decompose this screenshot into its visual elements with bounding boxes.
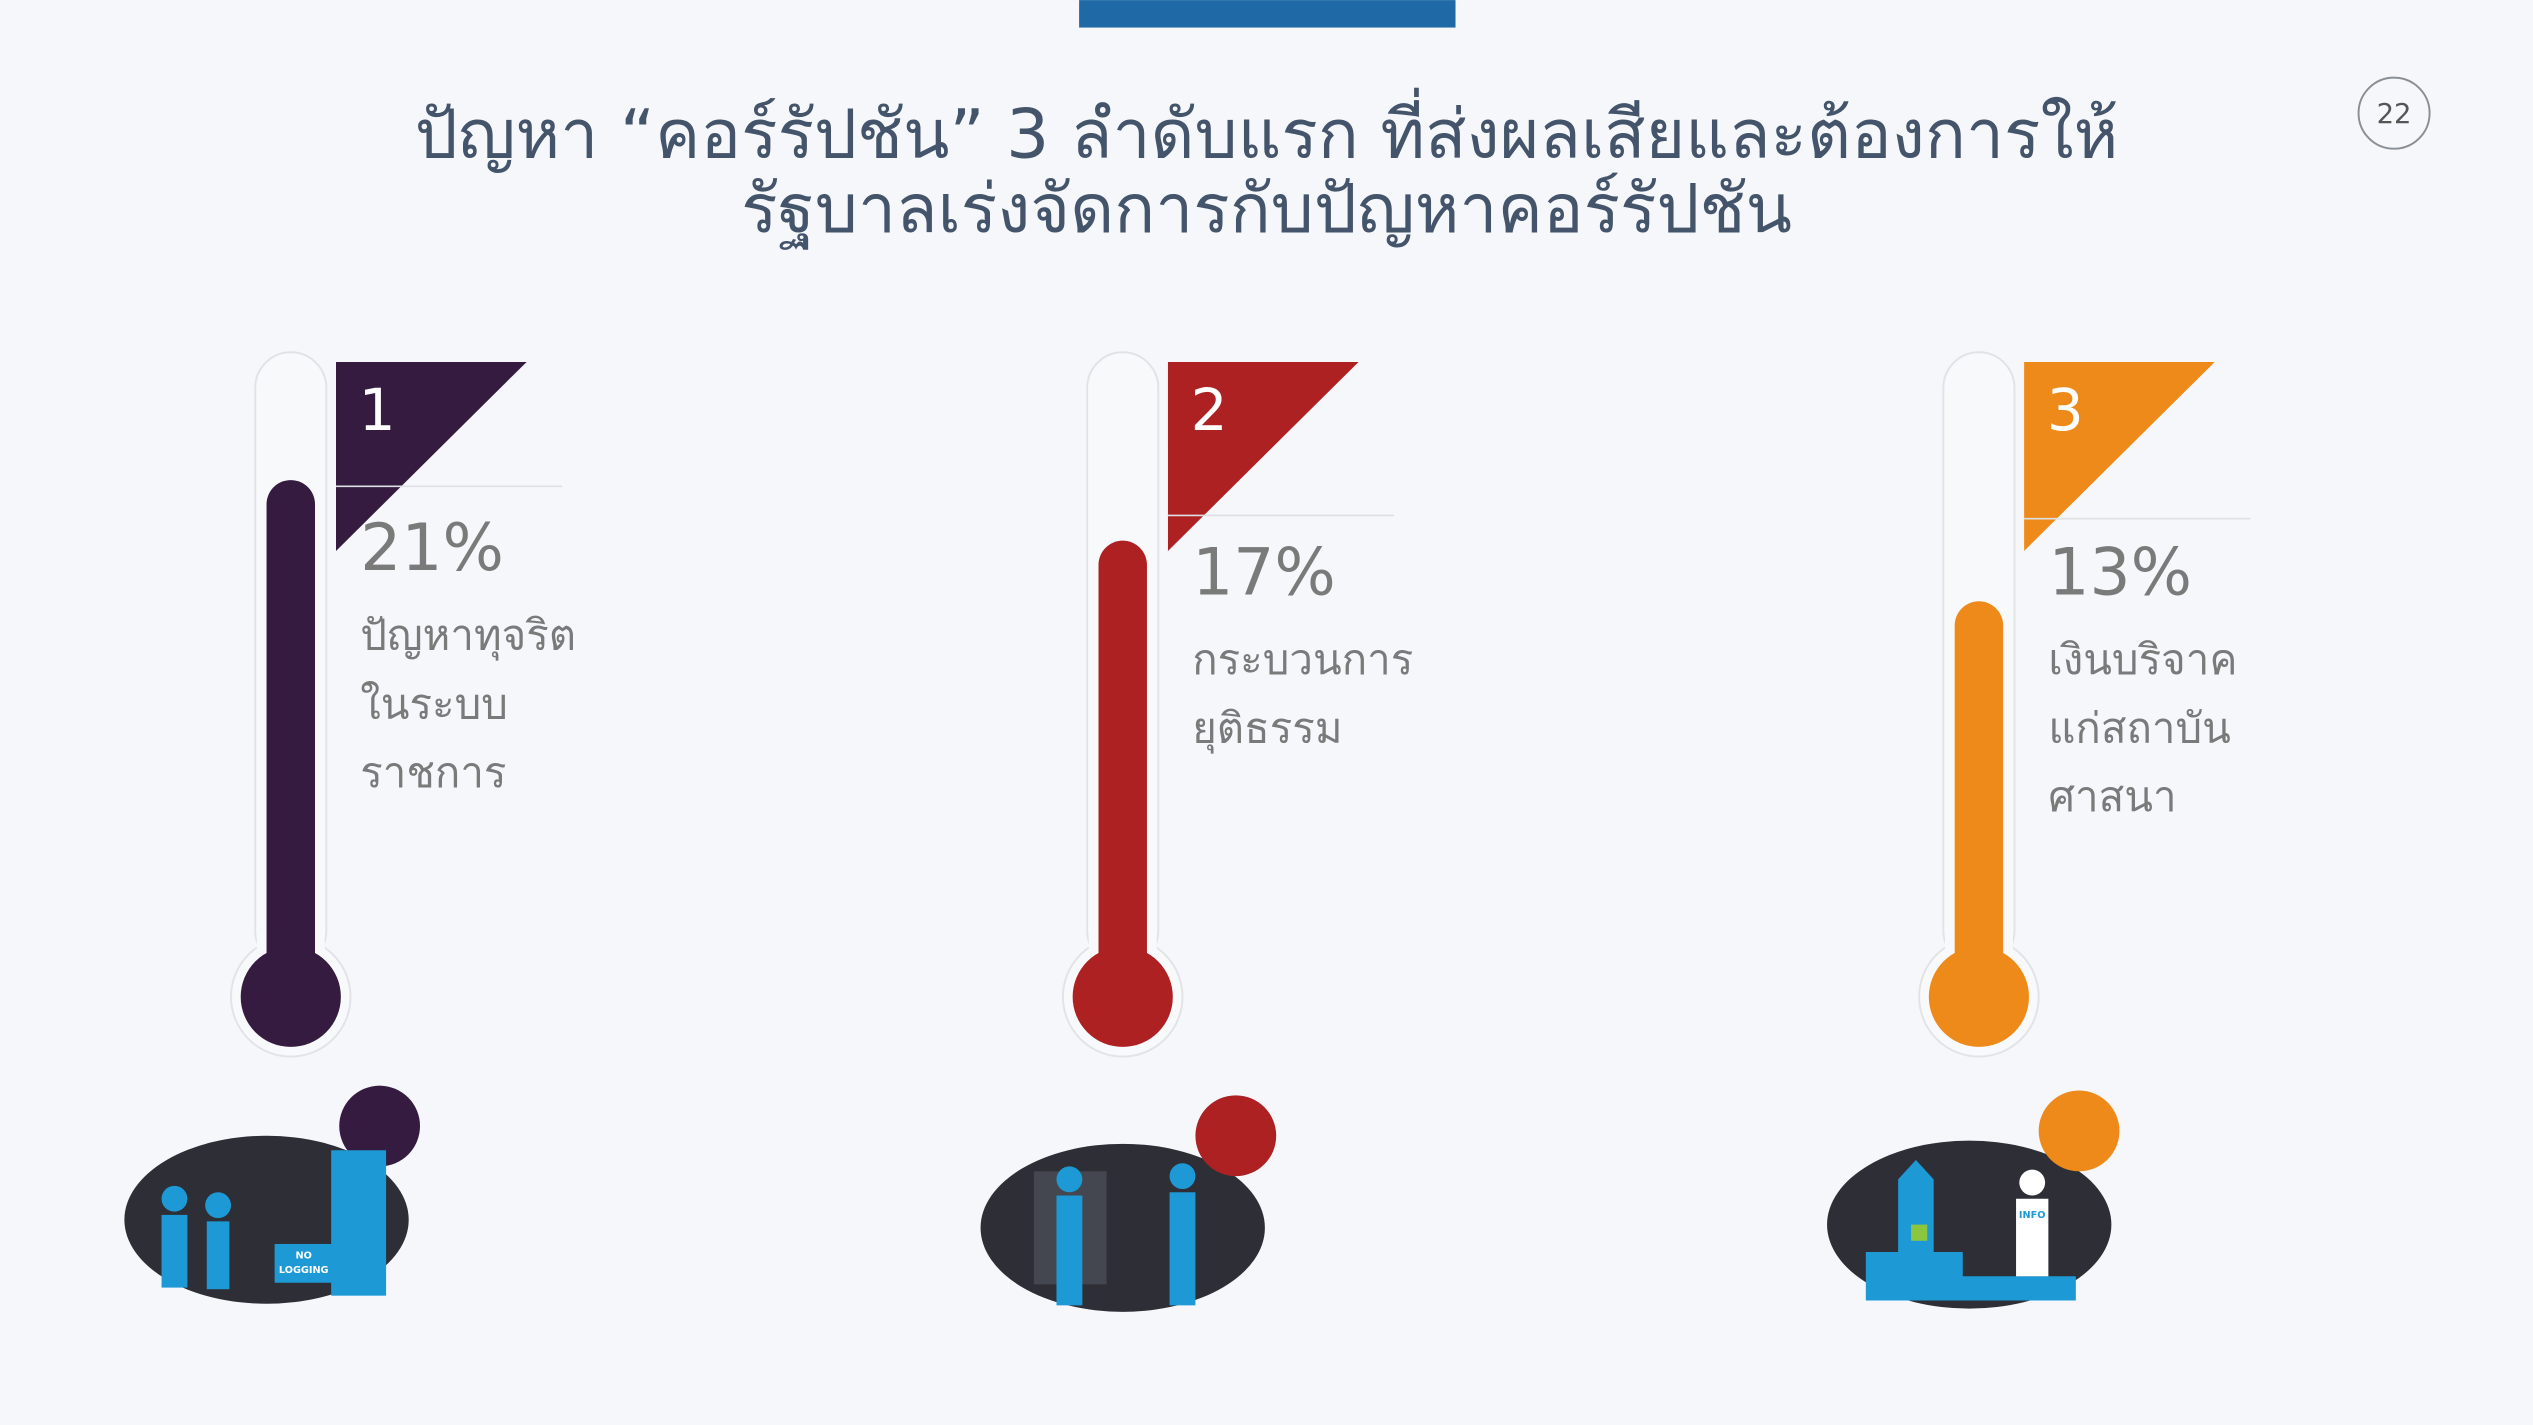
rank-number: 3: [2047, 376, 2084, 444]
sign-text: LOGGING: [279, 1265, 329, 1276]
category-label: กระบวนการ: [1192, 635, 1413, 684]
value-label: 13%: [2048, 535, 2192, 610]
rank-number: 1: [359, 376, 396, 444]
category-label: แก่สถาบัน: [2048, 704, 2231, 753]
category-label: ในระบบ: [360, 679, 508, 728]
title-line: ปัญหา “คอร์รัปชัน” 3 ลำดับแรก ที่ส่งผลเส…: [415, 88, 2119, 174]
top-accent: [1079, 0, 1456, 28]
value-label: 17%: [1192, 535, 1336, 610]
value-label: 21%: [360, 511, 504, 586]
sign-text: NO: [296, 1250, 312, 1261]
illustration: [980, 1095, 1277, 1312]
page-number: 22: [2377, 99, 2412, 130]
badge-text: INFO: [2019, 1210, 2046, 1221]
category-label: ยุติธรรม: [1192, 704, 1342, 755]
thermometer-fill: [266, 480, 316, 997]
category-label: เงินบริจาค: [2048, 635, 2237, 684]
thermometer-fill: [1954, 601, 2004, 997]
illustration: INFO: [1827, 1090, 2120, 1309]
rank-flag: [2024, 361, 2215, 551]
rank-flag: [1167, 361, 1359, 551]
category-label: ศาสนา: [2048, 772, 2176, 821]
thermometer-bulb: [240, 946, 341, 1047]
title-line: รัฐบาลเร่งจัดการกับปัญหาคอร์รัปชัน: [741, 169, 1792, 250]
illustration: NO LOGGING: [124, 1085, 421, 1304]
category-label: ปัญหาทุจริต: [360, 611, 576, 662]
thermometer-fill: [1098, 540, 1147, 997]
thermometer-bulb: [1928, 946, 2029, 1047]
rank-number: 2: [1191, 376, 1228, 444]
page-badge: [2357, 76, 2431, 150]
thermometer-bulb: [1072, 946, 1173, 1047]
category-label: ราชการ: [360, 748, 506, 797]
rank-flag: [336, 361, 527, 551]
